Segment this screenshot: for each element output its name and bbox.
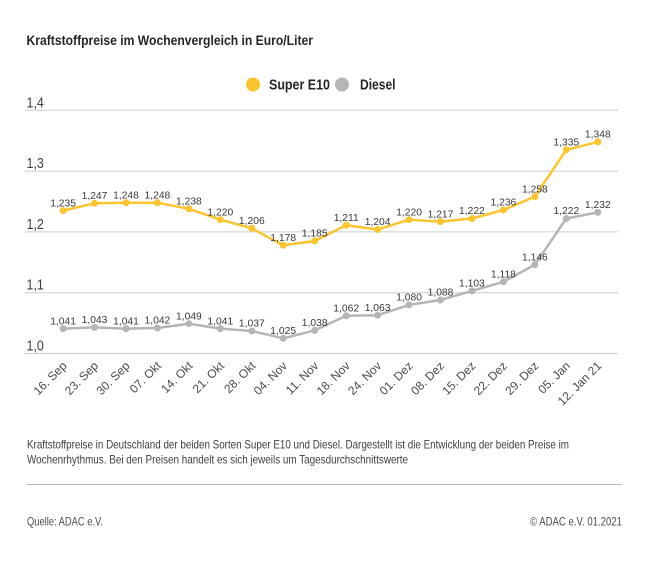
svg-text:1,222: 1,222 bbox=[459, 206, 485, 217]
svg-text:1,062: 1,062 bbox=[333, 304, 359, 315]
svg-text:Super E10: Super E10 bbox=[269, 77, 330, 94]
svg-text:1,4: 1,4 bbox=[27, 95, 44, 111]
svg-text:1,0: 1,0 bbox=[27, 339, 44, 355]
svg-text:1,063: 1,063 bbox=[365, 303, 391, 314]
svg-text:1,258: 1,258 bbox=[522, 184, 548, 195]
svg-text:1,248: 1,248 bbox=[145, 190, 171, 201]
svg-text:1,042: 1,042 bbox=[145, 316, 171, 327]
svg-text:© ADAC e.V. 01.2021: © ADAC e.V. 01.2021 bbox=[530, 514, 622, 528]
svg-text:1,206: 1,206 bbox=[239, 216, 265, 227]
svg-text:Diesel: Diesel bbox=[360, 77, 396, 94]
svg-text:1,220: 1,220 bbox=[207, 207, 233, 218]
svg-text:1,041: 1,041 bbox=[113, 316, 139, 327]
svg-text:1,037: 1,037 bbox=[239, 319, 265, 330]
svg-text:1,041: 1,041 bbox=[207, 316, 233, 327]
svg-text:1,038: 1,038 bbox=[302, 318, 328, 329]
svg-text:1,204: 1,204 bbox=[365, 217, 391, 228]
svg-text:1,049: 1,049 bbox=[176, 311, 202, 322]
svg-text:1,178: 1,178 bbox=[270, 233, 296, 244]
svg-text:1,211: 1,211 bbox=[334, 213, 359, 224]
svg-text:1,222: 1,222 bbox=[553, 206, 579, 217]
svg-text:1,1: 1,1 bbox=[27, 278, 44, 294]
svg-text:1,118: 1,118 bbox=[491, 270, 516, 281]
svg-text:1,088: 1,088 bbox=[428, 288, 454, 299]
svg-text:1,041: 1,041 bbox=[50, 316, 76, 327]
svg-text:1,185: 1,185 bbox=[302, 229, 328, 240]
svg-text:1,2: 1,2 bbox=[27, 217, 44, 233]
svg-text:1,3: 1,3 bbox=[27, 156, 44, 172]
svg-text:1,335: 1,335 bbox=[553, 138, 579, 149]
svg-text:1,238: 1,238 bbox=[176, 197, 202, 208]
svg-text:1,348: 1,348 bbox=[585, 130, 611, 141]
svg-text:1,247: 1,247 bbox=[82, 191, 108, 202]
svg-text:1,217: 1,217 bbox=[428, 209, 454, 220]
svg-text:Quelle: ADAC e.V.: Quelle: ADAC e.V. bbox=[27, 515, 103, 529]
svg-text:1,236: 1,236 bbox=[491, 198, 517, 209]
svg-text:1,235: 1,235 bbox=[50, 198, 76, 209]
svg-text:1,103: 1,103 bbox=[459, 279, 485, 290]
svg-text:1,220: 1,220 bbox=[396, 207, 422, 218]
svg-text:1,232: 1,232 bbox=[585, 200, 611, 211]
svg-text:1,146: 1,146 bbox=[522, 252, 548, 263]
svg-text:1,043: 1,043 bbox=[82, 315, 108, 326]
svg-text:1,248: 1,248 bbox=[113, 190, 139, 201]
svg-text:Kraftstoffpreise in Deutschlan: Kraftstoffpreise in Deutschland der beid… bbox=[27, 438, 569, 452]
svg-text:Kraftstoffpreise im Wochenverg: Kraftstoffpreise im Wochenvergleich in E… bbox=[27, 32, 314, 48]
svg-text:1,025: 1,025 bbox=[270, 326, 296, 337]
svg-text:Wochenrhythmus. Bei den Preise: Wochenrhythmus. Bei den Preisen handelt … bbox=[27, 452, 408, 466]
svg-text:1,080: 1,080 bbox=[396, 293, 422, 304]
